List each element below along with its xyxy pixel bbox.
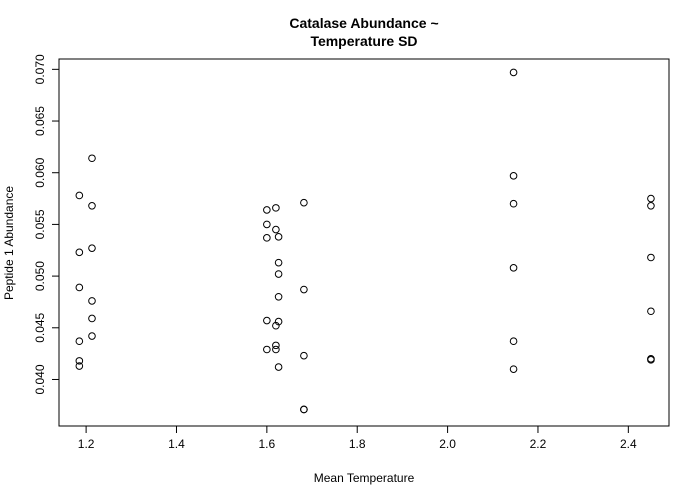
x-axis-label: Mean Temperature xyxy=(314,471,415,485)
data-point xyxy=(274,363,283,371)
data-point xyxy=(300,351,308,360)
data-point xyxy=(263,206,271,214)
data-point xyxy=(509,264,518,272)
y-tick-label: 0.070 xyxy=(33,54,47,84)
x-tick-label: 2.4 xyxy=(620,437,637,451)
data-point xyxy=(509,337,518,346)
data-point xyxy=(75,357,84,365)
data-point xyxy=(300,405,308,414)
chart-title-line-2: Temperature SD xyxy=(310,33,417,49)
data-point xyxy=(647,194,655,203)
x-tick-label: 1.6 xyxy=(259,437,276,451)
y-tick-label: 0.050 xyxy=(33,261,47,291)
data-point xyxy=(263,316,271,325)
data-point xyxy=(509,68,518,77)
x-tick-label: 2.2 xyxy=(530,437,547,451)
y-axis-label: Peptide 1 Abundance xyxy=(2,186,16,300)
data-point xyxy=(300,198,308,207)
plot-frame xyxy=(58,58,670,427)
data-point xyxy=(88,297,96,305)
x-axis: 1.2 1.4 1.6 1.8 2.0 2.2 2.4 xyxy=(78,426,637,451)
y-tick-label: 0.045 xyxy=(33,312,47,342)
x-tick-label: 2.0 xyxy=(439,437,456,451)
data-point xyxy=(88,332,96,340)
y-tick-label: 0.065 xyxy=(33,106,47,136)
data-point xyxy=(75,362,84,370)
data-point xyxy=(274,233,283,241)
x-tick-label: 1.8 xyxy=(349,437,366,451)
y-tick-label: 0.055 xyxy=(33,209,47,239)
data-point xyxy=(75,191,84,200)
data-points xyxy=(75,68,655,414)
data-point xyxy=(647,202,655,210)
data-point xyxy=(75,337,84,346)
data-point xyxy=(274,317,283,326)
data-point xyxy=(300,285,308,294)
data-point xyxy=(263,234,271,242)
data-point xyxy=(88,314,96,323)
data-point xyxy=(272,225,280,234)
x-tick-label: 1.2 xyxy=(78,437,95,451)
data-point xyxy=(647,253,655,262)
y-tick-label: 0.060 xyxy=(33,157,47,187)
data-point xyxy=(88,202,96,210)
data-point xyxy=(509,172,518,180)
x-tick-label: 1.4 xyxy=(168,437,185,451)
data-point xyxy=(274,258,283,267)
data-point xyxy=(88,244,96,252)
data-point xyxy=(274,270,283,278)
chart-title-line-1: Catalase Abundance ~ xyxy=(289,15,438,31)
data-point xyxy=(509,199,518,208)
data-point xyxy=(274,292,283,301)
data-point xyxy=(263,220,271,229)
data-point xyxy=(75,283,84,292)
data-point xyxy=(263,345,271,354)
data-point xyxy=(272,321,280,330)
data-point xyxy=(509,365,518,373)
data-point xyxy=(272,204,280,212)
y-axis: 0.040 0.045 0.050 0.055 0.060 0.065 0.070 xyxy=(33,54,59,394)
data-point xyxy=(75,248,84,257)
data-point xyxy=(647,356,655,364)
data-point xyxy=(272,341,280,350)
data-point xyxy=(647,307,655,316)
y-tick-label: 0.040 xyxy=(33,364,47,394)
data-point xyxy=(272,345,280,354)
data-point xyxy=(88,154,96,163)
